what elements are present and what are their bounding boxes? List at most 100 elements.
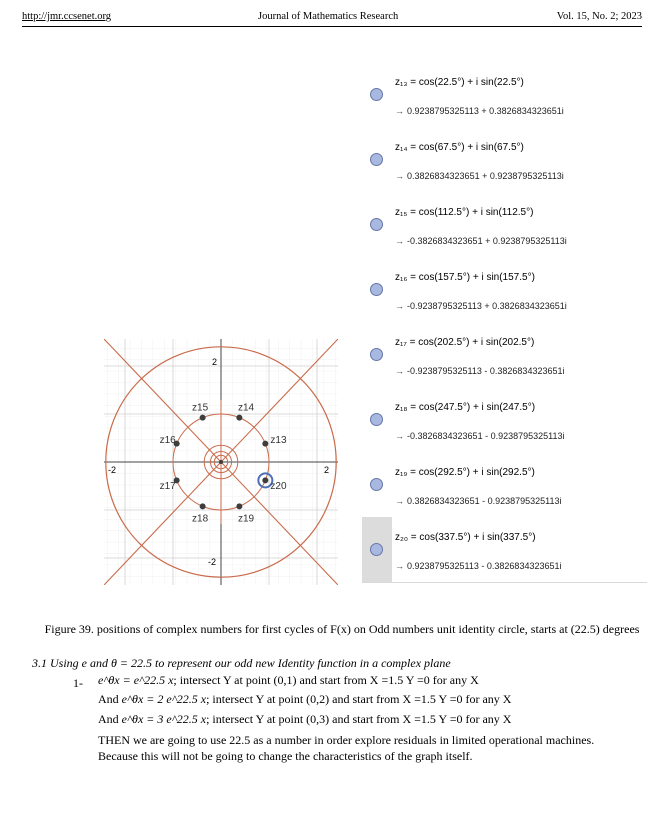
result-value: 0.9238795325113 - 0.3826834323651i <box>407 561 562 571</box>
point-z14 <box>236 414 243 421</box>
point-z20 <box>262 477 269 484</box>
visibility-cell <box>362 452 392 517</box>
visibility-toggle-icon[interactable] <box>370 478 383 491</box>
result-line: → 0.3826834323651 + 0.9238795325113i <box>395 171 564 181</box>
result-value: 0.3826834323651 - 0.9238795325113i <box>407 496 562 506</box>
tick-label-x-neg: -2 <box>108 465 116 475</box>
point-z15 <box>199 414 206 421</box>
tick-label-y-neg: -2 <box>208 557 216 567</box>
equation-line-3: And e^θx = 3 e^22.5 x; intersect Y at po… <box>98 712 511 727</box>
visibility-toggle-icon[interactable] <box>370 413 383 426</box>
arrow-icon: → <box>395 366 404 376</box>
arrow-icon: → <box>395 561 404 571</box>
visibility-toggle-icon[interactable] <box>370 283 383 296</box>
paragraph-line-2: Because this will not be going to change… <box>98 749 473 763</box>
expression-text: z₁₃ = cos(22.5°) + i sin(22.5°) <box>395 77 524 88</box>
visibility-toggle-icon[interactable] <box>370 218 383 231</box>
prefix: And <box>98 712 119 726</box>
visibility-cell <box>362 517 392 582</box>
point-label-z14: z14 <box>238 403 255 414</box>
formula: e^θx = 2 e^22.5 x <box>121 692 207 706</box>
algebra-row-z15[interactable]: z₁₅ = cos(112.5°) + i sin(112.5°) → -0.38… <box>362 192 647 258</box>
prefix: And <box>98 692 119 706</box>
expression-text: z₁₇ = cos(202.5°) + i sin(202.5°) <box>395 337 535 348</box>
point-z16 <box>173 440 180 447</box>
points: z13 z14 z15 z16 z17 z18 z19 z20 <box>160 403 287 525</box>
visibility-toggle-icon[interactable] <box>370 348 383 361</box>
visibility-toggle-icon[interactable] <box>370 543 383 556</box>
journal-url-link[interactable]: http://jmr.ccsenet.org <box>22 11 112 22</box>
result-value: -0.9238795325113 - 0.3826834323651i <box>407 366 565 376</box>
equation-line-1: e^θx = e^22.5 x; intersect Y at point (0… <box>98 673 479 688</box>
tick-label-x-pos: 2 <box>324 465 329 475</box>
result-value: 0.3826834323651 + 0.9238795325113i <box>407 171 564 181</box>
expression-text: z₁₆ = cos(157.5°) + i sin(157.5°) <box>395 272 535 283</box>
arrow-icon: → <box>395 236 404 246</box>
visibility-toggle-icon[interactable] <box>370 88 383 101</box>
expression-text: z₁₄ = cos(67.5°) + i sin(67.5°) <box>395 142 524 153</box>
item-number: 1- <box>73 676 83 690</box>
formula: e^θx = 3 e^22.5 x <box>121 712 207 726</box>
algebra-row-z14[interactable]: z₁₄ = cos(67.5°) + i sin(67.5°) → 0.38268… <box>362 127 647 193</box>
visibility-cell <box>362 62 392 127</box>
algebra-row-z17[interactable]: z₁₇ = cos(202.5°) + i sin(202.5°) → -0.92… <box>362 322 647 388</box>
point-label-z16: z16 <box>160 435 177 446</box>
point-label-z13: z13 <box>270 435 287 446</box>
result-value: 0.9238795325113 + 0.3826834323651i <box>407 106 564 116</box>
arrow-icon: → <box>395 496 404 506</box>
point-label-z15: z15 <box>192 403 209 414</box>
algebra-row-z19[interactable]: z₁₉ = cos(292.5°) + i sin(292.5°) → 0.382… <box>362 452 647 518</box>
section-heading: 3.1 Using e and θ = 22.5 to represent ou… <box>32 656 451 670</box>
arrow-icon: → <box>395 106 404 116</box>
visibility-cell <box>362 127 392 192</box>
result-line: → -0.9238795325113 + 0.3826834323651i <box>395 301 567 311</box>
arrow-icon: → <box>395 301 404 311</box>
paragraph-line-1: THEN we are going to use 22.5 as a numbe… <box>98 733 595 747</box>
equation-text: ; intersect Y at point (0,3) and start f… <box>206 712 512 726</box>
result-line: → 0.9238795325113 + 0.3826834323651i <box>395 106 564 116</box>
formula: e^θx = e^22.5 x <box>98 673 174 687</box>
result-line: → -0.3826834323651 - 0.9238795325113i <box>395 431 564 441</box>
graphics-view[interactable]: z13 z14 z15 z16 z17 z18 z19 z20 -2 2 2 -2 <box>104 339 338 585</box>
equation-line-2: And e^θx = 2 e^22.5 x; intersect Y at po… <box>98 692 511 707</box>
algebra-row-z16[interactable]: z₁₆ = cos(157.5°) + i sin(157.5°) → -0.92… <box>362 257 647 323</box>
visibility-cell <box>362 322 392 387</box>
expression-text: z₁₅ = cos(112.5°) + i sin(112.5°) <box>395 207 534 218</box>
point-label-z17: z17 <box>160 481 177 492</box>
visibility-cell <box>362 192 392 257</box>
point-z20-highlight <box>257 472 274 489</box>
equation-text: ; intersect Y at point (0,1) and start f… <box>173 673 479 687</box>
algebra-row-z20[interactable]: z₂₀ = cos(337.5°) + i sin(337.5°) → 0.923… <box>362 517 647 583</box>
expression-text: z₁₉ = cos(292.5°) + i sin(292.5°) <box>395 467 535 478</box>
result-line: → 0.9238795325113 - 0.3826834323651i <box>395 561 561 571</box>
visibility-toggle-icon[interactable] <box>370 153 383 166</box>
result-value: -0.3826834323651 + 0.9238795325113i <box>407 236 567 246</box>
result-value: -0.3826834323651 - 0.9238795325113i <box>407 431 565 441</box>
point-z17 <box>173 477 180 484</box>
volume-info: Vol. 15, No. 2; 2023 <box>556 11 642 22</box>
header-rule <box>22 26 642 27</box>
point-label-z19: z19 <box>238 513 255 524</box>
result-line: → -0.9238795325113 - 0.3826834323651i <box>395 366 564 376</box>
origin-point <box>219 460 223 464</box>
journal-title: Journal of Mathematics Research <box>258 11 399 22</box>
tick-label-y-pos: 2 <box>212 357 217 367</box>
result-line: → 0.3826834323651 - 0.9238795325113i <box>395 496 561 506</box>
point-label-z18: z18 <box>192 513 209 524</box>
algebra-row-z13[interactable]: z₁₃ = cos(22.5°) + i sin(22.5°) → 0.92387… <box>362 62 647 128</box>
figure-caption: Figure 39. positions of complex numbers … <box>44 622 640 636</box>
algebra-row-z18[interactable]: z₁₈ = cos(247.5°) + i sin(247.5°) → -0.38… <box>362 387 647 453</box>
arrow-icon: → <box>395 171 404 181</box>
point-z18 <box>199 503 206 510</box>
result-line: → -0.3826834323651 + 0.9238795325113i <box>395 236 567 246</box>
unit-circle-0 <box>105 346 337 578</box>
expression-text: z₁₈ = cos(247.5°) + i sin(247.5°) <box>395 402 536 413</box>
result-value: -0.9238795325113 + 0.3826834323651i <box>407 301 567 311</box>
point-label-z20: z20 <box>270 481 287 492</box>
equation-text: ; intersect Y at point (0,2) and start f… <box>206 692 512 706</box>
expression-text: z₂₀ = cos(337.5°) + i sin(337.5°) <box>395 532 536 543</box>
point-z19 <box>236 503 243 510</box>
point-z13 <box>262 440 269 447</box>
visibility-cell <box>362 257 392 322</box>
arrow-icon: → <box>395 431 404 441</box>
